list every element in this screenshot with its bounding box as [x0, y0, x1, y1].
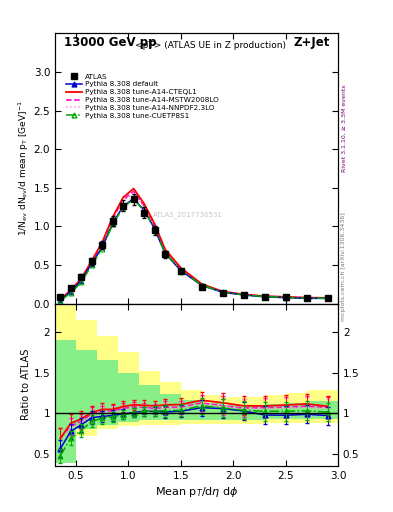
Legend: ATLAS, Pythia 8.308 default, Pythia 8.308 tune-A14-CTEQL1, Pythia 8.308 tune-A14: ATLAS, Pythia 8.308 default, Pythia 8.30…: [64, 72, 220, 120]
Text: Z+Jet: Z+Jet: [293, 36, 329, 49]
Y-axis label: 1/N$_{\rm ev}$ dN$_{\rm ev}$/d mean p$_{\rm T}$ [GeV]$^{-1}$: 1/N$_{\rm ev}$ dN$_{\rm ev}$/d mean p$_{…: [17, 100, 31, 237]
Text: mcplots.cern.ch [arXiv:1306.3436]: mcplots.cern.ch [arXiv:1306.3436]: [342, 212, 346, 321]
Y-axis label: Ratio to ATLAS: Ratio to ATLAS: [21, 349, 31, 420]
X-axis label: Mean p$_{T}$/d$\eta$ d$\phi$: Mean p$_{T}$/d$\eta$ d$\phi$: [155, 485, 238, 499]
Text: 13000 GeV pp: 13000 GeV pp: [64, 36, 156, 49]
Text: ATLAS_2017736531: ATLAS_2017736531: [153, 211, 223, 218]
Text: <pT> (ATLAS UE in Z production): <pT> (ATLAS UE in Z production): [135, 41, 286, 50]
Text: Rivet 3.1.10, ≥ 3.3M events: Rivet 3.1.10, ≥ 3.3M events: [342, 84, 346, 172]
